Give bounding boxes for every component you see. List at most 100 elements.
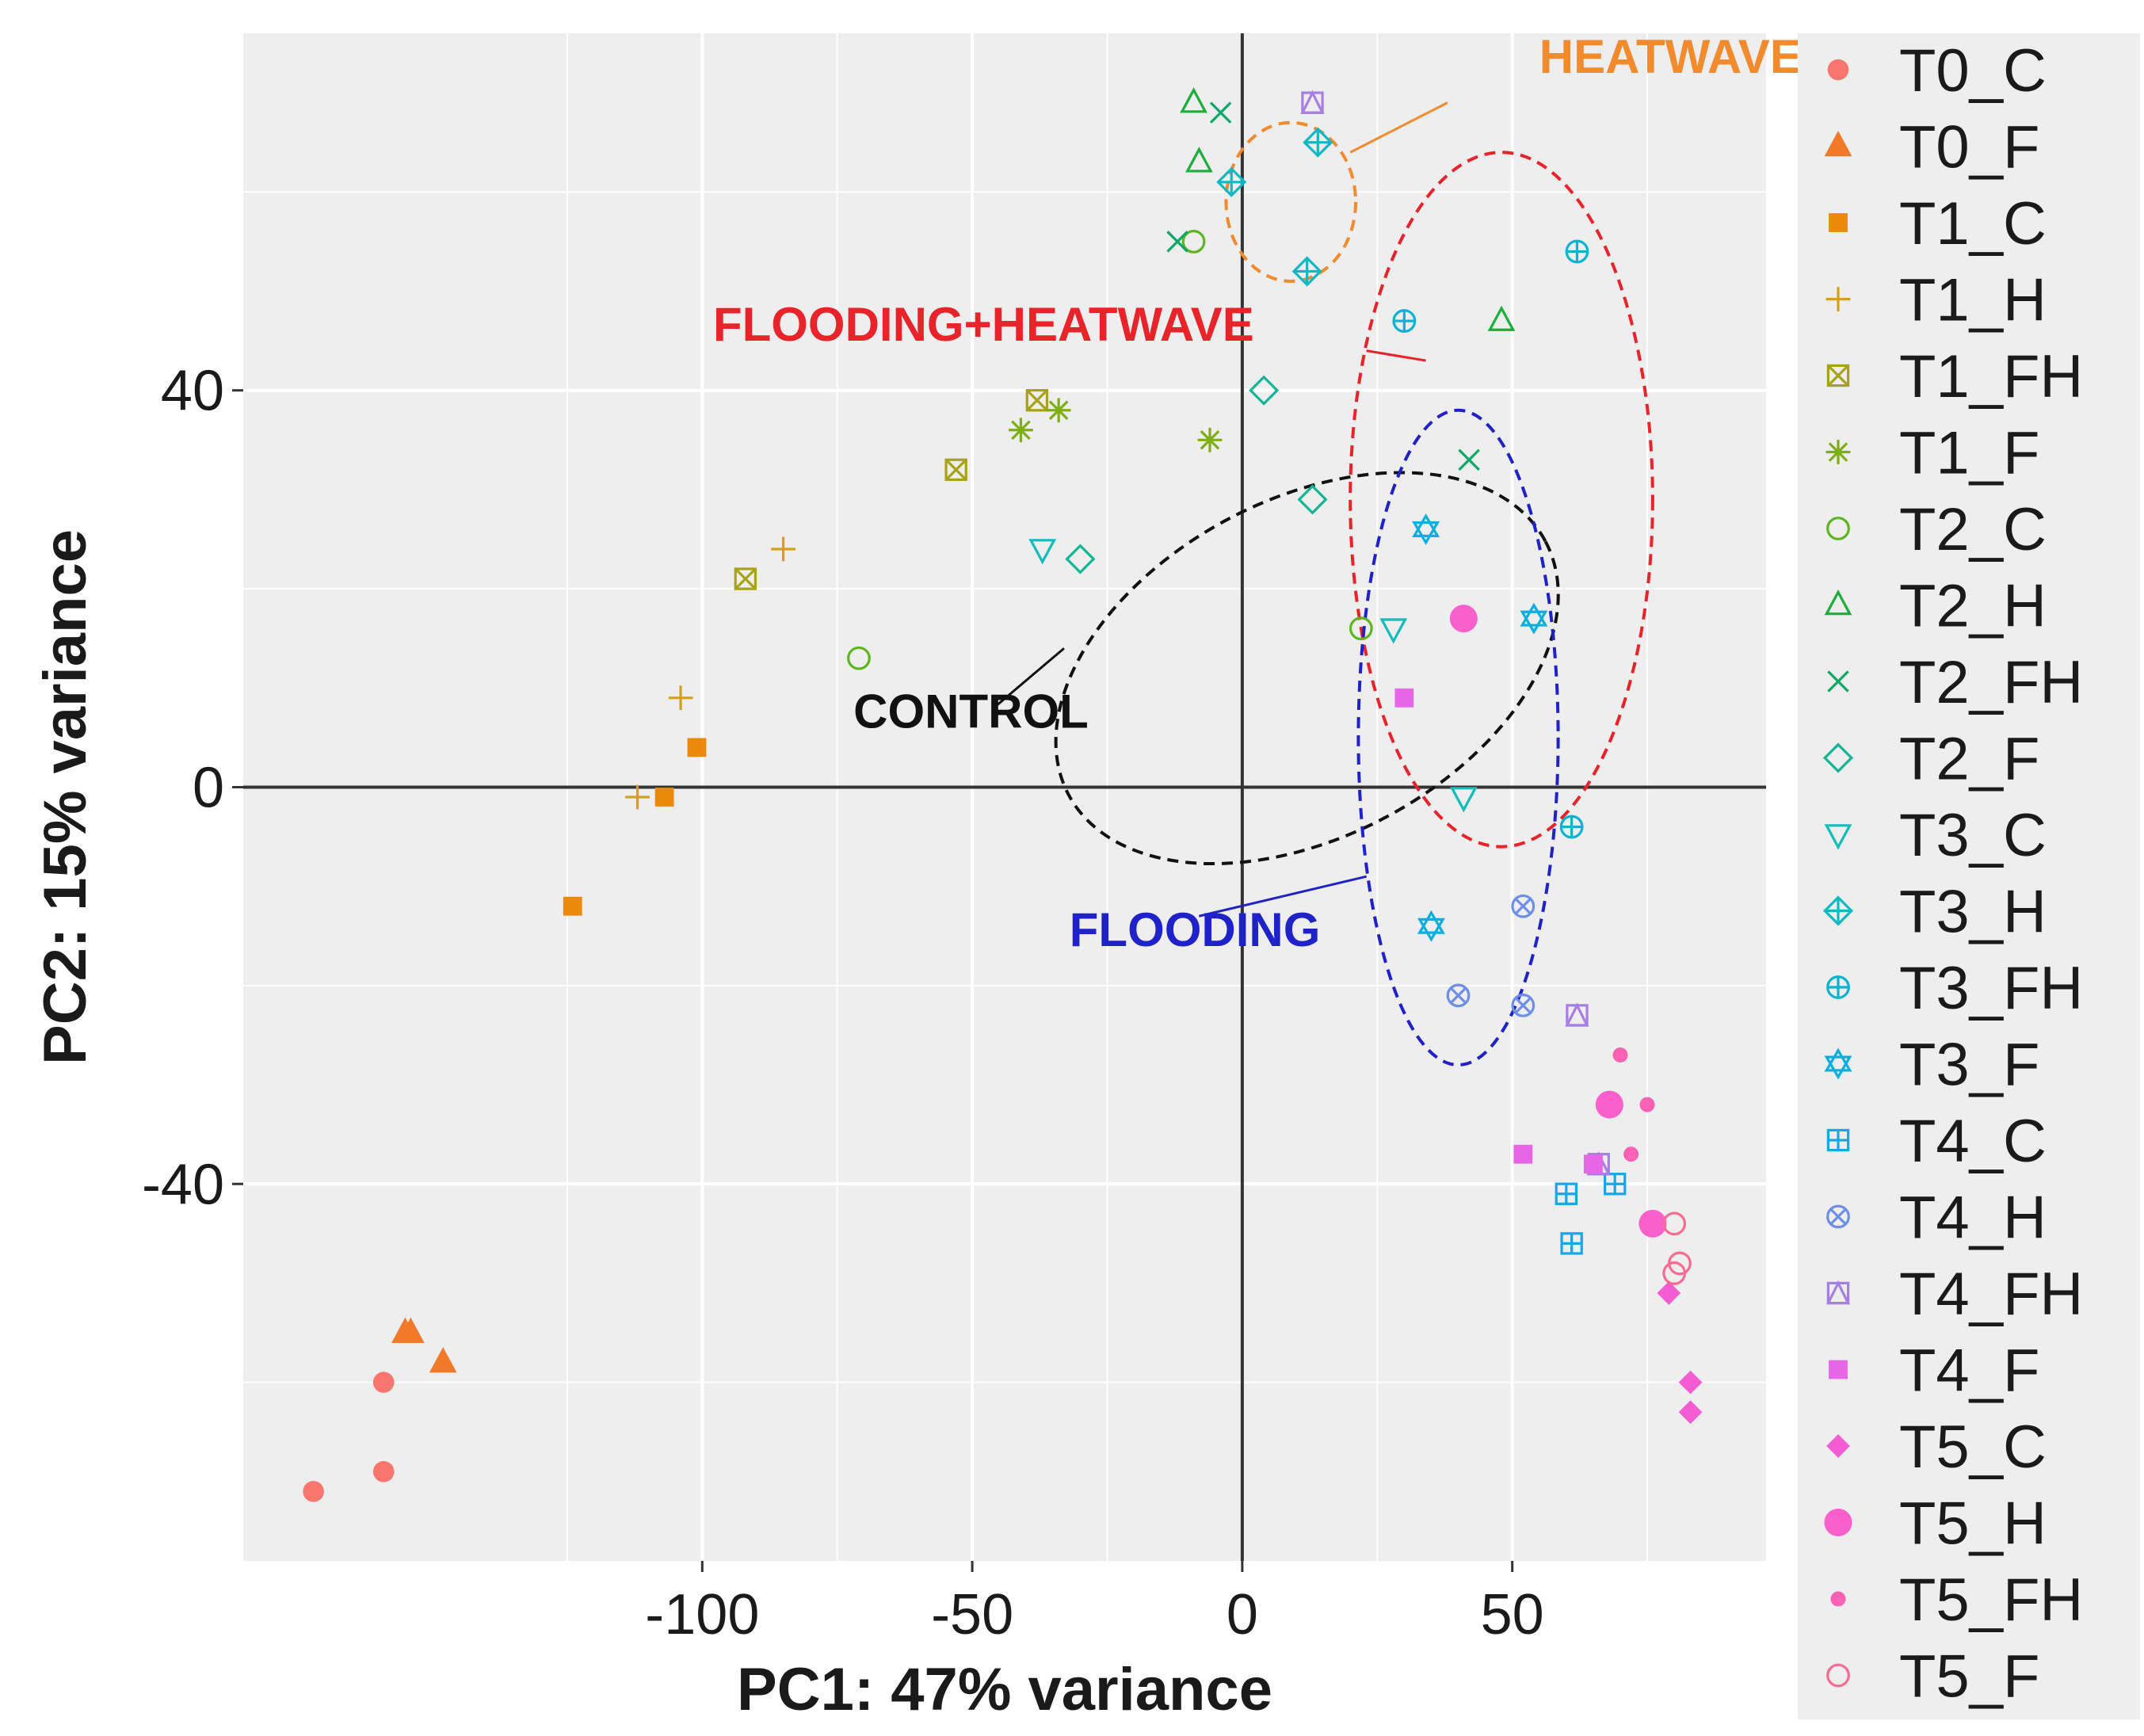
legend-key-t5-fh: [1830, 1591, 1846, 1607]
point-t4-c: [1603, 1173, 1627, 1196]
legend-label: T3_FH: [1899, 955, 2083, 1022]
legend-label: T5_C: [1899, 1414, 2047, 1481]
point-t2-h: [1180, 87, 1207, 113]
legend-key-t1-c: [1829, 213, 1848, 232]
data-points: [303, 87, 1703, 1502]
legend-key-t4-h: [1826, 1204, 1850, 1229]
point-t2-c: [1349, 616, 1373, 641]
point-t3-c: [1379, 618, 1408, 644]
point-t4-f: [1584, 1154, 1603, 1174]
ellipse-control: [1054, 471, 1560, 866]
point-t5-f: [1662, 1261, 1687, 1285]
annotation-label-flooding-heatwave: FLOODING+HEATWAVE: [713, 298, 1254, 351]
x-tick-label: -100: [645, 1583, 759, 1646]
point-t5-h: [1639, 1209, 1667, 1238]
legend-label: T1_H: [1899, 267, 2047, 334]
point-t2-fh: [1458, 448, 1480, 471]
legend-label: T4_FH: [1899, 1261, 2083, 1328]
legend-label: T2_H: [1899, 573, 2047, 640]
point-t5-fh: [1639, 1097, 1655, 1112]
legend-label: T3_H: [1899, 879, 2047, 946]
legend-key-t2-f: [1822, 742, 1854, 773]
legend-panel: [1798, 33, 2140, 1719]
point-t3-f: [1417, 910, 1445, 942]
point-t5-fh: [1623, 1147, 1639, 1162]
point-t3-c: [1028, 539, 1057, 565]
annotation-label-flooding: FLOODING: [1070, 903, 1321, 956]
point-t4-h: [1511, 894, 1536, 918]
point-t3-fh: [1565, 239, 1589, 264]
zero-reference-lines: [243, 33, 1766, 1561]
y-tick-label: 0: [193, 756, 224, 819]
legend-key-t0-c: [1827, 59, 1849, 81]
x-tick-label: 50: [1481, 1583, 1544, 1646]
point-t4-c: [1560, 1232, 1583, 1255]
legend-label: T2_FH: [1899, 649, 2083, 716]
point-t3-h: [1216, 166, 1247, 197]
legend-label: T4_H: [1899, 1185, 2047, 1252]
point-t4-fh: [1300, 90, 1325, 114]
legend-label: T4_F: [1899, 1337, 2039, 1405]
point-t3-fh: [1559, 815, 1584, 839]
annotation-leader-line: [1199, 875, 1367, 918]
x-axis-title: PC1: 47% variance: [737, 1656, 1272, 1723]
axis-ticks: -100 -50 0 50 -40 0 40: [142, 360, 1544, 1646]
legend-label: T1_FH: [1899, 343, 2083, 410]
legend-key-t2-h: [1824, 589, 1852, 616]
point-t1-h: [771, 536, 795, 562]
y-tick-label: -40: [142, 1153, 224, 1216]
point-t5-h: [1449, 605, 1478, 633]
annotation-leader-line: [993, 647, 1065, 709]
legend-label: T0_C: [1899, 37, 2047, 105]
point-t1-fh: [1025, 389, 1049, 412]
legend-key-t5-c: [1826, 1434, 1850, 1458]
legend-key-t1-fh: [1826, 364, 1850, 387]
point-t0-c: [372, 1461, 395, 1482]
legend-key-t1-f: [1825, 440, 1851, 464]
point-t5-c: [1678, 1370, 1703, 1395]
point-t1-fh: [944, 458, 967, 482]
point-t0-f: [429, 1347, 457, 1373]
point-t2-fh: [1166, 231, 1188, 253]
ellipse-flooding-heatwave: [1349, 151, 1654, 849]
plot-panel: [243, 33, 1766, 1561]
point-t2-fh: [1209, 101, 1232, 124]
x-tick-label: 0: [1227, 1583, 1258, 1646]
point-t0-c: [303, 1481, 324, 1502]
legend-key-t5-f: [1826, 1663, 1850, 1688]
point-t0-c: [372, 1372, 395, 1393]
legend-label: T4_C: [1899, 1108, 2047, 1175]
annotation-label-heatwave: HEATWAVE: [1539, 30, 1802, 83]
y-tick-label: 40: [161, 360, 224, 423]
annotations: HEATWAVE FLOODING+HEATWAVE CONTROL FLOODING: [713, 30, 1802, 956]
point-t4-f: [1513, 1144, 1533, 1164]
point-t1-c: [563, 896, 582, 916]
point-t4-fh: [1565, 1002, 1589, 1027]
legend-label: T3_C: [1899, 802, 2047, 869]
point-t4-c: [1555, 1182, 1578, 1205]
point-t1-c: [654, 788, 674, 807]
point-t2-f: [1297, 484, 1328, 515]
legend-key-t4-c: [1826, 1128, 1850, 1152]
legend-key-t4-fh: [1825, 1280, 1851, 1305]
annotation-label-control: CONTROL: [853, 685, 1089, 738]
legend-label: T2_F: [1899, 726, 2039, 793]
legend-key-t3-f: [1824, 1047, 1852, 1080]
point-t4-h: [1511, 994, 1536, 1017]
point-t5-fh: [1612, 1047, 1628, 1063]
annotation-leader-line: [1349, 101, 1448, 154]
legend-label: T1_F: [1899, 420, 2039, 487]
point-t1-h: [625, 784, 650, 810]
point-t1-c: [687, 738, 707, 757]
legend-label: T5_F: [1899, 1643, 2039, 1711]
legend-label: T5_H: [1899, 1490, 2047, 1558]
point-t2-f: [1249, 375, 1280, 406]
legend-label: T2_C: [1899, 496, 2047, 563]
point-t1-f: [1197, 427, 1223, 452]
point-t4-f: [1394, 688, 1414, 708]
point-t2-c: [847, 646, 871, 670]
legend-key-t3-fh: [1826, 975, 1850, 999]
point-t1-fh: [734, 567, 757, 590]
legend-key-t1-h: [1825, 287, 1851, 311]
point-t5-c: [1657, 1281, 1681, 1305]
